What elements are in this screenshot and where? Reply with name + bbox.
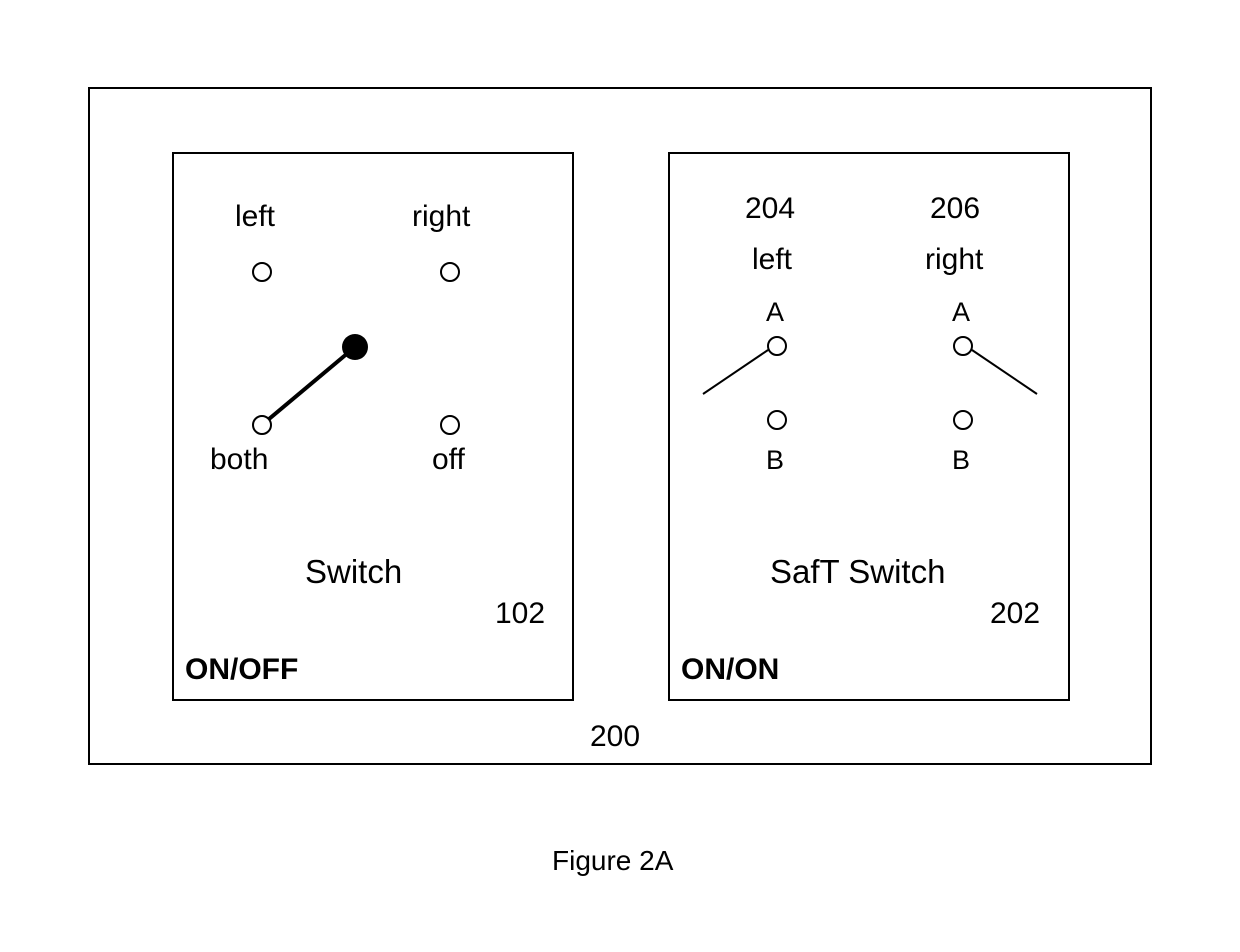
terminal-left-top [253, 263, 271, 281]
figure-caption: Figure 2A [552, 845, 673, 877]
rotary-arm[interactable] [269, 347, 355, 419]
left-panel-title: Switch [305, 553, 402, 591]
terminal-left-bot [253, 416, 271, 434]
label-left: left [235, 200, 275, 234]
col-ref-204: 204 [745, 192, 795, 226]
pos-a-left: A [766, 297, 784, 328]
pos-b-right: B [952, 445, 970, 476]
toggle-left-b [768, 411, 786, 429]
label-right: right [412, 200, 470, 234]
col-label-right: right [925, 243, 983, 277]
toggle-left-arm[interactable] [703, 350, 768, 394]
col-label-left: left [752, 243, 792, 277]
left-panel-mode: ON/OFF [185, 653, 298, 687]
terminal-right-top [441, 263, 459, 281]
toggle-right-a [954, 337, 972, 355]
col-ref-206: 206 [930, 192, 980, 226]
diagram-svg [0, 0, 1240, 952]
right-panel-title: SafT Switch [770, 553, 945, 591]
right-panel-ref: 202 [990, 597, 1040, 631]
rotary-hub[interactable] [342, 334, 368, 360]
pos-b-left: B [766, 445, 784, 476]
label-both: both [210, 443, 268, 477]
toggle-right-arm[interactable] [972, 350, 1037, 394]
outer-frame-ref: 200 [590, 720, 640, 754]
right-panel-mode: ON/ON [681, 653, 779, 687]
label-off: off [432, 443, 465, 477]
toggle-right-b [954, 411, 972, 429]
pos-a-right: A [952, 297, 970, 328]
left-panel-ref: 102 [495, 597, 545, 631]
terminal-right-bot [441, 416, 459, 434]
toggle-left-a [768, 337, 786, 355]
